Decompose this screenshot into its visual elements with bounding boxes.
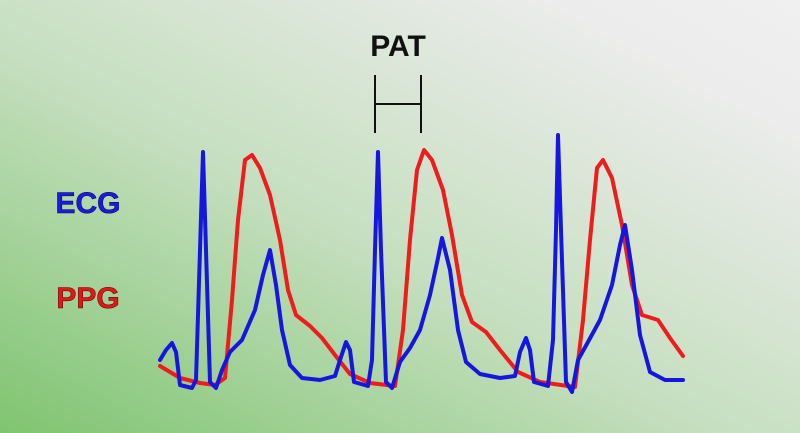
pat-bracket [374, 75, 422, 133]
ecg-wave [158, 133, 685, 394]
ppg-label: PPG [56, 282, 119, 315]
ppg-wave [158, 148, 685, 389]
pat-label: PAT [370, 30, 426, 63]
ecg-label: ECG [55, 187, 120, 220]
